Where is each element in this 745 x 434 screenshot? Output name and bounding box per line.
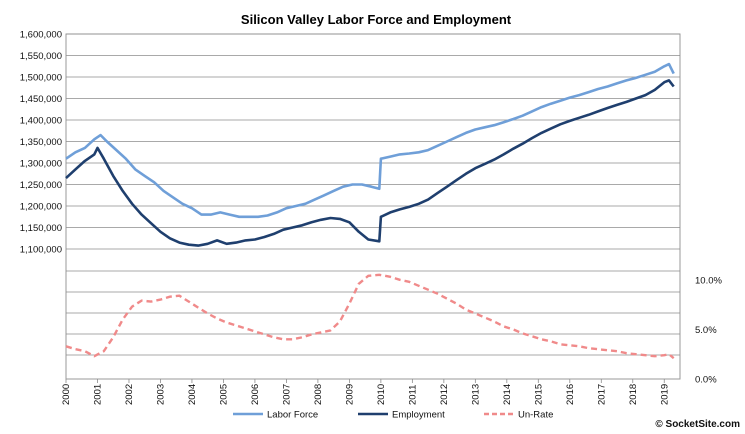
y-left-tick-label: 1,600,000 bbox=[20, 30, 62, 41]
y-right-tick-label: 5.0% bbox=[695, 325, 717, 336]
x-tick-label: 2010 bbox=[376, 384, 387, 405]
x-tick-label: 2016 bbox=[565, 384, 576, 405]
y-left-tick-label: 1,150,000 bbox=[20, 223, 62, 234]
y-left-tick-label: 1,500,000 bbox=[20, 73, 62, 84]
series-line-labor-force bbox=[65, 62, 675, 219]
gridlines bbox=[66, 33, 680, 356]
copyright-text: © SocketSite.com bbox=[655, 419, 740, 430]
x-tick-label: 2011 bbox=[407, 385, 418, 405]
x-tick-label: 2006 bbox=[250, 384, 261, 405]
chart-title: Silicon Valley Labor Force and Employmen… bbox=[241, 12, 512, 27]
x-tick-label: 2019 bbox=[659, 384, 670, 405]
y-left-tick-label: 1,300,000 bbox=[20, 159, 62, 170]
y-left-tick-label: 1,400,000 bbox=[20, 116, 62, 127]
series-group bbox=[65, 62, 675, 360]
series-line-un-rate bbox=[65, 273, 675, 360]
x-tick-label: 2009 bbox=[344, 384, 355, 405]
axes: 1,100,000 1,150,000 1,200,000 1,250,000 1,30… bbox=[20, 30, 723, 406]
x-tick-label: 2005 bbox=[218, 384, 229, 405]
plot-area bbox=[65, 33, 681, 380]
y-left-tick-label: 1,200,000 bbox=[20, 202, 62, 213]
x-tick-label: 2004 bbox=[187, 384, 198, 405]
x-tick-label: 2000 bbox=[61, 384, 72, 405]
y-left-tick-label: 1,350,000 bbox=[20, 137, 62, 148]
x-tick-label: 2017 bbox=[596, 384, 607, 405]
x-tick-label: 2003 bbox=[155, 384, 166, 405]
y-right-tick-label: 10.0% bbox=[695, 275, 722, 286]
x-tick-label: 2018 bbox=[628, 384, 639, 405]
x-tick-label: 2015 bbox=[533, 384, 544, 405]
y-right-tick-label: 0.0% bbox=[695, 375, 717, 386]
x-tick-label: 2001 bbox=[92, 384, 103, 405]
x-tick-label: 2007 bbox=[281, 384, 292, 405]
x-tick-label: 2014 bbox=[502, 384, 513, 405]
y-left-tick-label: 1,550,000 bbox=[20, 51, 62, 62]
legend-label: Un-Rate bbox=[518, 410, 553, 421]
series-line-employment bbox=[65, 79, 675, 247]
y-left-tick-label: 1,450,000 bbox=[20, 94, 62, 105]
legend-label: Labor Force bbox=[267, 410, 318, 421]
x-tick-label: 2013 bbox=[470, 384, 481, 405]
y-left-tick-label: 1,100,000 bbox=[20, 245, 62, 256]
legend: Labor Force Employment Un-Rate bbox=[233, 410, 553, 421]
y-left-tick-label: 1,250,000 bbox=[20, 180, 62, 191]
legend-label: Employment bbox=[392, 410, 445, 421]
x-tick-label: 2012 bbox=[439, 384, 450, 405]
x-tick-label: 2008 bbox=[313, 384, 324, 405]
x-tick-label: 2002 bbox=[124, 384, 135, 405]
